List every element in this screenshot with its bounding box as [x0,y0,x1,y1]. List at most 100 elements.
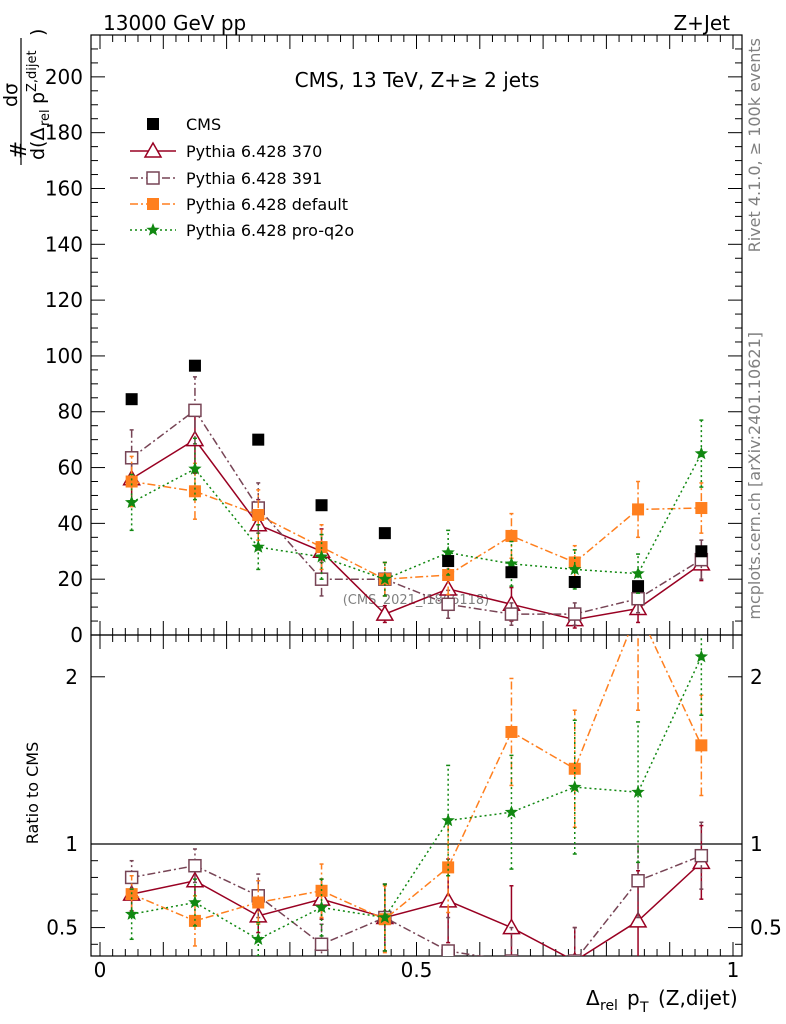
ratio-tick-label-left: 2 [65,665,78,689]
main-point [505,529,518,542]
y-tick-label: 60 [58,456,83,480]
ratio-series-line [131,635,703,922]
main-point [375,604,395,621]
main-series-line [131,438,702,621]
legend-entry-pythia-370: Pythia 6.428 370 [130,141,322,161]
main-point [188,359,201,372]
legend-label-pythia-default: Pythia 6.428 default [186,195,348,214]
ratio-series-4 [124,635,709,956]
legend-label-pythia-pro-q2o: Pythia 6.428 pro-q2o [186,221,354,240]
legend-entry-pythia-391: Pythia 6.428 391 [130,169,322,188]
ratio-point [568,780,582,793]
x-tick-labels: 0 0.5 1 [94,958,740,982]
main-point [632,580,645,593]
ratio-point [314,900,329,914]
ratio-point [124,907,139,920]
legend-marker [147,198,159,210]
main-point [505,566,518,579]
ratio-series-group [122,635,711,956]
y-tick-labels: 0 20 40 60 80 100 120 140 160 180 200 [45,65,83,647]
header-left: 13000 GeV pp [103,11,246,35]
ratio-series-line [131,861,702,956]
main-series-line [131,409,702,615]
main-point [188,461,202,475]
ratio-point [378,910,392,924]
ratio-point [188,895,202,909]
legend-entry-pythia-default: Pythia 6.428 default [130,195,348,214]
ratio-y-label: Ratio to CMS [23,742,42,844]
ratio-point [631,785,645,798]
main-point [125,393,138,406]
main-point [125,475,138,488]
main-point [695,502,708,515]
ratio-tick-label-right: 2 [750,665,763,689]
y-tick-label: 80 [58,400,83,424]
ratio-point [695,739,708,752]
legend-marker [147,118,159,130]
main-series-line [131,480,702,580]
main-point [631,591,645,606]
ratio-point [694,649,709,663]
y-tick-label: 40 [58,511,83,535]
x-label-rel: rel [600,998,618,1014]
main-point [378,527,391,540]
y-label-dsigma: dσ [0,83,22,107]
header-right: Z+Jet [673,11,730,35]
main-point [378,572,392,585]
y-label-hash: # [7,141,32,159]
legend-marker [146,223,160,236]
main-point [314,549,329,563]
main-point [188,485,201,498]
main-point [632,503,645,516]
main-point [504,556,519,570]
legend-entry-pythia-pro-q2o: Pythia 6.428 pro-q2o [130,221,354,240]
y-tick-label: 0 [70,623,83,647]
ratio-series-line [131,656,703,941]
ratio-tick-label-right: 1 [750,832,763,856]
x-axis-label: Δ rel p T (Z,dijet) [586,986,738,1016]
y-tick-label: 160 [45,176,83,200]
main-point [188,403,202,418]
main-series-0 [125,359,708,593]
ratio-point [441,944,455,956]
main-series-group [122,359,711,629]
ratio-point [505,725,518,738]
ratio-point [694,848,709,863]
main-point [568,607,582,621]
y-label-close: ) [27,29,49,36]
legend-marker [146,171,160,185]
ratio-point [251,932,265,945]
ratio-point [442,861,455,874]
main-series-2 [124,376,709,626]
main-point [315,541,328,554]
main-point [124,495,139,509]
ratio-frame [90,634,743,957]
main-point [315,499,328,512]
main-point [252,509,265,521]
ratio-point [502,918,521,935]
watermark: (CMS_2021_I1866118) [343,593,490,608]
ratio-tick-labels: 0.5 0.5 1 1 2 2 [46,665,782,940]
x-tick-label: 1 [727,958,740,982]
main-point [252,433,265,446]
main-point [695,545,708,558]
ratio-point [628,911,648,928]
main-point [442,555,455,568]
y-label-rel: rel [38,109,53,126]
y-label-d: d(Δ [27,128,49,160]
ratio-point [441,813,455,827]
main-point [441,597,455,612]
y-tick-label: 180 [45,121,83,145]
ratio-tick-label-left: 0.5 [46,916,78,940]
y-tick-label: 140 [45,232,83,256]
mcplots-label: mcplots.cern.ch [arXiv:2401.10621] [745,332,764,620]
main-point [441,545,455,559]
legend-marker [143,141,163,158]
y-tick-label: 100 [45,344,83,368]
x-tick-label: 0 [94,958,107,982]
y-tick-label: 200 [45,65,83,89]
y-tick-label: 20 [58,567,83,591]
chart-title: CMS, 13 TeV, Z+≥ 2 jets [295,68,540,92]
main-series-3 [125,455,708,597]
legend-entry-cms: CMS [147,115,221,134]
